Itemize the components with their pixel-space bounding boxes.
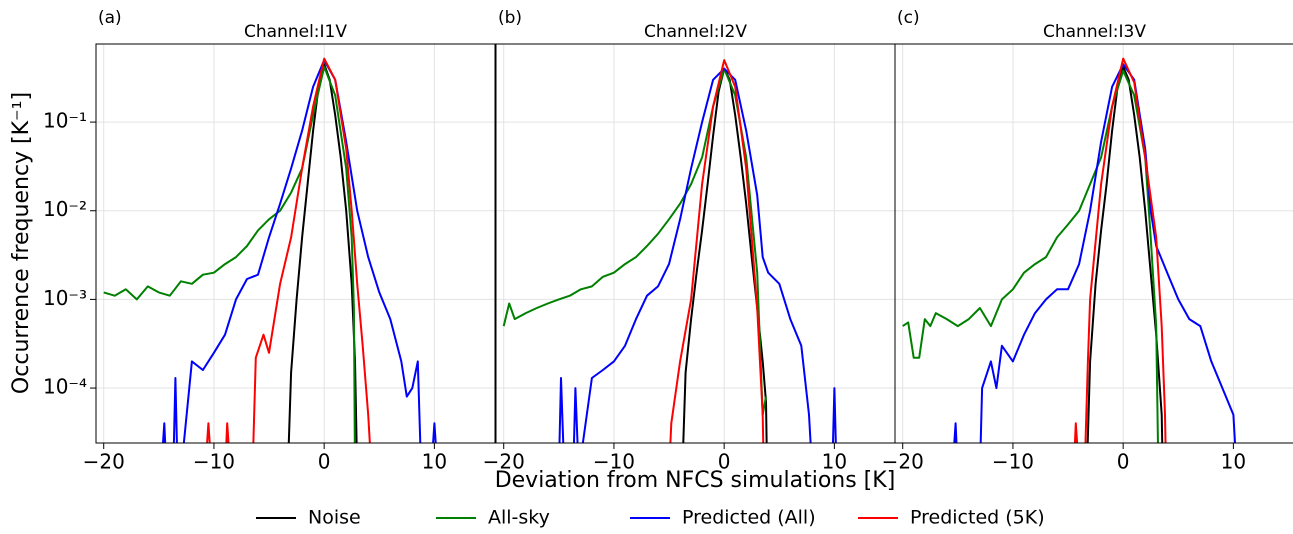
axes-frame xyxy=(95,43,496,444)
x-tick-label: 0 xyxy=(1117,450,1130,474)
legend-label: Predicted (All) xyxy=(682,507,816,529)
series-line xyxy=(1086,65,1164,443)
series-line xyxy=(558,67,837,443)
y-tick-label: 10⁻⁴ xyxy=(43,375,87,399)
y-tick-label: 10⁻² xyxy=(43,197,87,221)
x-tick-label: −20 xyxy=(882,450,924,474)
plot-lines xyxy=(103,57,437,443)
x-tick-label: 10 xyxy=(822,450,847,474)
series-line xyxy=(287,63,358,443)
x-axis-label: Deviation from NFCS simulations [K] xyxy=(495,468,896,493)
legend-label: All-sky xyxy=(488,507,550,529)
x-tick-label: 0 xyxy=(718,450,731,474)
series-line xyxy=(161,59,437,443)
panel-label: (c) xyxy=(897,8,920,28)
plot-lines xyxy=(902,57,1237,443)
x-tick-label: −20 xyxy=(83,450,125,474)
axes-frame xyxy=(894,43,1293,444)
y-axis-label: Occurrence frequency [K⁻¹] xyxy=(9,92,34,394)
x-tick-label: −10 xyxy=(593,450,635,474)
panel-label: (b) xyxy=(498,8,522,28)
series-line xyxy=(953,63,1237,443)
series-line xyxy=(902,69,1159,443)
plot-lines xyxy=(502,59,837,443)
y-tick-label: 10⁻¹ xyxy=(43,109,87,133)
series-line xyxy=(669,59,765,443)
x-tick-label: −10 xyxy=(193,450,235,474)
series-line xyxy=(103,65,356,443)
panel-title: Channel:I1V xyxy=(244,22,347,42)
series-line xyxy=(206,57,371,443)
panel-label: (a) xyxy=(98,8,122,28)
legend-label: Noise xyxy=(308,507,361,529)
panel-title: Channel:I3V xyxy=(1043,22,1146,42)
y-tick-label: 10⁻³ xyxy=(43,286,87,310)
x-tick-label: −10 xyxy=(992,450,1034,474)
legend-label: Predicted (5K) xyxy=(910,507,1045,529)
x-tick-label: 10 xyxy=(1221,450,1246,474)
legend: Noise All-sky Predicted (All) Predicted (5K… xyxy=(256,507,1045,529)
series-line xyxy=(502,67,767,416)
series-line xyxy=(1073,57,1167,443)
x-tick-label: −20 xyxy=(483,450,525,474)
panel-title: Channel:I2V xyxy=(644,22,747,42)
x-tick-label: 0 xyxy=(318,450,331,474)
x-tick-label: 10 xyxy=(422,450,447,474)
